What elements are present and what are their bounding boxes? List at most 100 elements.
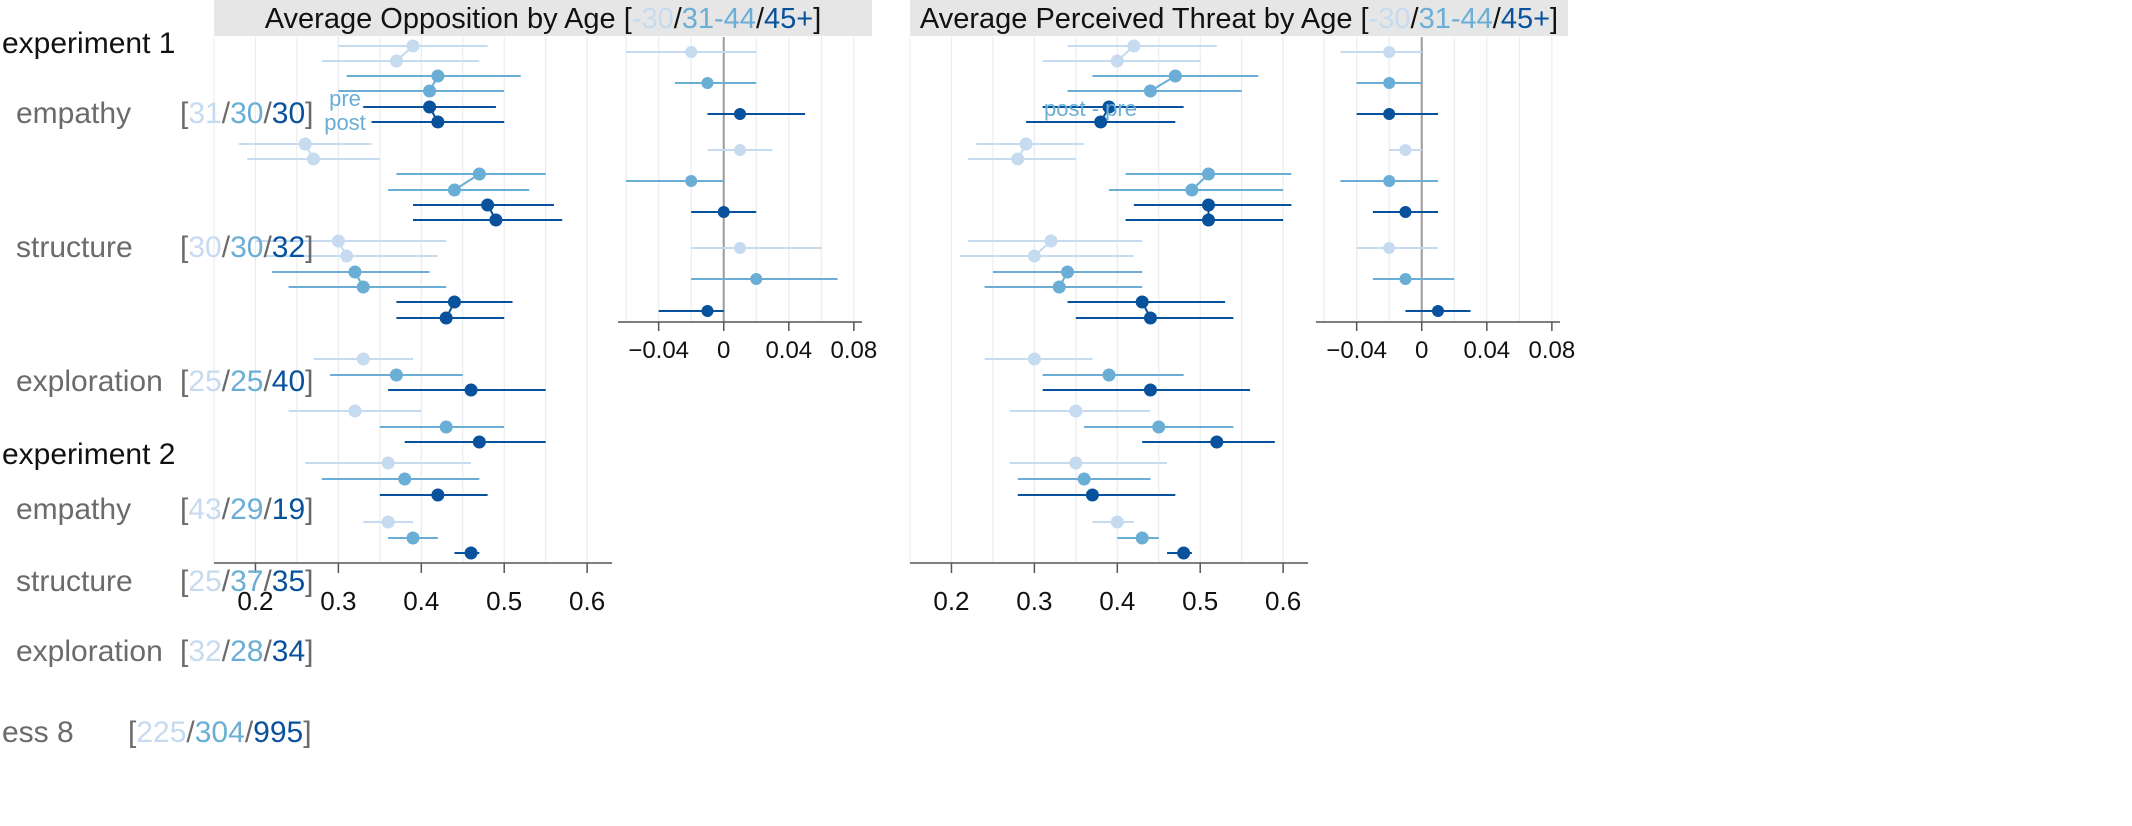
post-0-point xyxy=(340,249,354,263)
row-label-structure: structure xyxy=(16,565,133,598)
sample-size-5-part-6: ] xyxy=(305,565,313,598)
sample-size-3-part-2: / xyxy=(222,365,231,398)
panel-header-bg xyxy=(910,0,1568,36)
single-2-point xyxy=(1085,488,1099,502)
post-1-point xyxy=(1143,84,1157,98)
row-label-ess-8: ess 8 xyxy=(2,716,74,749)
diff-point xyxy=(1399,273,1412,285)
experiment-2-label: experiment 2 xyxy=(2,438,175,471)
sample-size-6-part-3: 28 xyxy=(230,635,263,668)
diff-point xyxy=(734,108,746,120)
sample-size-2-part-0: [ xyxy=(180,231,189,264)
panel-title-1-part-5: 45+ xyxy=(764,3,813,35)
single-0-point xyxy=(348,404,362,418)
single-0-point xyxy=(381,515,395,529)
panel-title-2-part-4: / xyxy=(1493,3,1502,35)
post-annotation: post xyxy=(324,110,366,135)
sample-size-6: [32/28/34] xyxy=(180,635,314,668)
single-1-point xyxy=(398,472,412,486)
post-1-point xyxy=(356,280,370,294)
post-2-point xyxy=(1202,213,1215,227)
diff-point xyxy=(734,144,746,156)
post-0-point xyxy=(1027,249,1041,263)
x-tick-label: 0.2 xyxy=(237,586,273,616)
sample-size-7-part-0: [ xyxy=(128,716,137,749)
diff-point xyxy=(1383,175,1396,187)
sample-size-1-part-1: 31 xyxy=(188,97,221,130)
diff-point xyxy=(1432,305,1444,317)
sample-size-5-part-0: [ xyxy=(180,565,189,598)
pre-0-point xyxy=(1127,39,1141,53)
sample-size-4-part-2: / xyxy=(222,493,231,526)
sample-size-6-part-0: [ xyxy=(180,635,189,668)
pre-2-point xyxy=(1102,100,1116,114)
single-0-point xyxy=(1069,456,1083,470)
single-1-point xyxy=(439,420,453,434)
diff-point xyxy=(701,77,714,89)
single-1-point xyxy=(1152,420,1166,434)
single-2-point xyxy=(1143,383,1157,397)
row-label-exploration: exploration xyxy=(16,365,163,398)
panel-title-2-part-2: / xyxy=(1411,3,1420,35)
sample-size-4-part-0: [ xyxy=(180,493,189,526)
diff-point xyxy=(1383,242,1396,254)
post-0-point xyxy=(307,152,320,166)
diff-point xyxy=(717,206,730,218)
x-tick-label: 0.3 xyxy=(320,586,356,616)
x-tick-label: 0.3 xyxy=(1016,586,1052,616)
post-1-point xyxy=(423,84,437,98)
post-0-point xyxy=(389,54,403,68)
pre-2-point xyxy=(447,295,461,309)
diff-point xyxy=(1383,77,1396,89)
panel-header-bg xyxy=(214,0,872,36)
sample-size-7-part-6: ] xyxy=(303,716,311,749)
post-1-point xyxy=(1185,183,1199,197)
pre-1-point xyxy=(472,167,486,181)
diff-point xyxy=(1383,46,1396,58)
sample-size-2: [30/30/32] xyxy=(180,231,314,264)
single-1-point xyxy=(1102,368,1116,382)
sample-size-3-part-3: 25 xyxy=(230,365,263,398)
diff-tick-label: 0 xyxy=(1415,337,1428,364)
single-1-point xyxy=(1135,531,1149,545)
sample-size-2-part-2: / xyxy=(222,231,231,264)
diff-tick-label: 0.08 xyxy=(1529,337,1576,364)
post-minus-pre-annotation: post - pre xyxy=(1044,96,1137,121)
pre-1-point xyxy=(1168,69,1182,83)
single-0-point xyxy=(381,456,395,470)
panel-1: 0.2 0.3 0.4 0.5 0.6 −0.04 0 0.04 0.08 xyxy=(213,0,877,616)
row-label-exploration: exploration xyxy=(16,635,163,668)
sample-size-4-part-3: 29 xyxy=(230,493,263,526)
sample-size-2-part-1: 30 xyxy=(188,231,221,264)
sample-size-7: [225/304/995] xyxy=(128,716,312,749)
single-0-point xyxy=(1069,404,1083,418)
sample-size-4-part-4: / xyxy=(263,493,272,526)
pre-2-point xyxy=(1202,198,1215,212)
post-1-point xyxy=(447,183,461,197)
pre-0-point xyxy=(331,234,345,248)
pre-2-point xyxy=(1135,295,1149,309)
sample-size-2-part-6: ] xyxy=(305,231,313,264)
single-2-point xyxy=(464,383,478,397)
sample-size-2-part-3: 30 xyxy=(230,231,263,264)
x-tick-label: 0.4 xyxy=(1099,586,1135,616)
sample-size-1-part-3: 30 xyxy=(230,97,263,130)
sample-size-1-part-4: / xyxy=(263,97,272,130)
diff-point xyxy=(1383,108,1396,120)
sample-size-1-part-5: 30 xyxy=(272,97,305,130)
sample-size-7-part-3: 304 xyxy=(195,716,245,749)
single-2-point xyxy=(1177,546,1191,560)
panel-title-1-part-6: ] xyxy=(813,3,821,35)
post-2-point xyxy=(439,311,453,325)
pre-0-point xyxy=(1019,137,1033,151)
single-0-point xyxy=(1027,352,1041,366)
panel-title-2: Average Perceived Threat by Age [-30/31-… xyxy=(920,3,1558,35)
x-tick-label: 0.2 xyxy=(933,586,969,616)
row-label-empathy: empathy xyxy=(16,97,131,130)
post-2-point xyxy=(1143,311,1157,325)
sample-size-4-part-5: 19 xyxy=(272,493,305,526)
sample-size-6-part-1: 32 xyxy=(188,635,221,668)
pre-2-point xyxy=(481,198,495,212)
diff-tick-label: 0.04 xyxy=(765,337,812,364)
